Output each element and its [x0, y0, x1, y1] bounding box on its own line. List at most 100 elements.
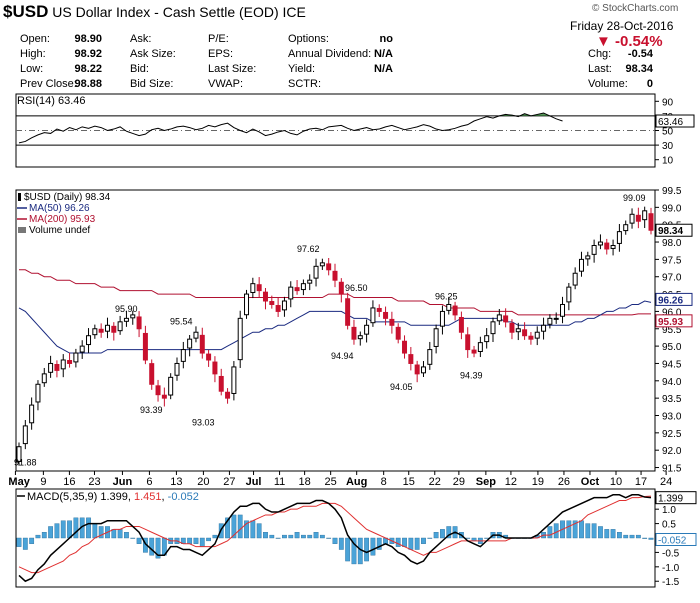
price-tick-label: 98.0	[662, 238, 682, 249]
price-tick-label: 94.0	[662, 377, 682, 388]
macd-hist-bar	[275, 537, 281, 539]
price-annotation: 97.62	[297, 244, 320, 254]
candle-body	[534, 331, 540, 339]
macd-hist-bar	[301, 534, 306, 539]
stat-label: Bid:	[130, 63, 149, 75]
macd-hist-bar	[421, 537, 426, 544]
stat-value: 98.22	[74, 63, 102, 75]
date-tick-label: 12	[505, 476, 517, 488]
macd-hist-bar	[263, 532, 268, 539]
price-tick-label: 99.5	[662, 186, 682, 197]
macd-hist-bar	[332, 537, 338, 544]
macd-hist-bar	[408, 537, 414, 550]
macd-signal-line	[18, 495, 652, 574]
macd-hist-bar	[351, 537, 357, 565]
candle-body	[623, 224, 629, 232]
date-tick-label: 11	[274, 476, 285, 488]
macd-hist-bar	[187, 537, 193, 544]
price-tick-label: 92.0	[662, 446, 682, 457]
candle-body	[48, 362, 54, 373]
candle-body	[484, 335, 490, 343]
candle-body	[345, 298, 351, 326]
stat-value: 98.90	[74, 33, 102, 45]
candle-body	[313, 265, 319, 279]
macd-legend-part: 1.399,	[100, 491, 134, 503]
macd-hist-bar	[427, 537, 433, 539]
date-axis: May 9 16 23 Jun 6 13 20 27 Jul 11 18 25 Aug 8 15 22 29 Sep…	[8, 471, 672, 488]
candle-body	[490, 321, 496, 335]
candle-body	[610, 245, 616, 249]
date-tick-label: 16	[63, 476, 75, 488]
macd-legend-part: ,	[162, 491, 168, 503]
date-tick-label: Oct	[581, 476, 600, 488]
candle-body	[465, 334, 471, 351]
date-tick-label: 19	[532, 476, 544, 488]
price-annotation: 94.05	[390, 382, 413, 392]
price-annotation: 96.25	[435, 292, 458, 302]
date-tick-label: 23	[88, 476, 100, 488]
macd-hist-bar	[648, 537, 654, 540]
price-legend-entry: MA(200) 95.93	[29, 214, 96, 225]
macd-legend-part: MACD(5,35,9)	[27, 491, 100, 503]
date-tick-label: 26	[558, 476, 570, 488]
candle-body	[648, 213, 654, 231]
down-arrow-icon: ▼	[596, 33, 611, 50]
macd-hist-bar	[149, 537, 155, 556]
candle-body	[338, 281, 344, 295]
stat-value: 98.34	[625, 63, 653, 75]
candle-body	[427, 349, 433, 365]
candle-body	[117, 321, 123, 332]
macd-hist-bar	[41, 532, 47, 539]
price-annotation: 93.39	[140, 405, 163, 415]
candle-body	[591, 245, 597, 255]
macd-hist-bar	[395, 537, 401, 547]
candle-body	[383, 311, 389, 319]
macd-hist-bar	[414, 537, 420, 550]
candle-body	[560, 303, 566, 317]
candle-body	[60, 359, 66, 370]
candle-body	[256, 284, 262, 292]
stat-value: 98.92	[74, 48, 102, 60]
stat-value: 98.88	[74, 78, 102, 90]
price-tick-label: 95.0	[662, 342, 682, 353]
macd-hist-bar	[585, 523, 591, 539]
stat-label: Options:	[288, 33, 329, 45]
candle-body	[41, 373, 47, 384]
macd-hist-bar	[288, 534, 294, 539]
price-legend-entry: MA(50) 96.26	[29, 203, 90, 214]
macd-hist-bar	[591, 523, 597, 539]
price-last-label: 96.26	[658, 295, 683, 306]
price-tick-label: 93.5	[662, 394, 682, 405]
stat-label: Chg:	[588, 48, 612, 60]
price-last-box	[655, 292, 693, 306]
candle-body	[136, 316, 142, 330]
macd-hist-bar	[136, 537, 142, 544]
candle-body	[597, 241, 603, 246]
macd-hist-bar	[547, 526, 553, 539]
candle-body	[262, 291, 268, 302]
macd-hist-bar	[446, 526, 452, 539]
macd-hist-bar	[206, 537, 211, 542]
candle-body	[585, 255, 591, 260]
candle-body	[149, 363, 155, 385]
candle-body	[86, 335, 92, 346]
macd-hist-bar	[155, 537, 161, 559]
candle-body	[123, 317, 129, 322]
candle-body	[206, 353, 212, 361]
date-tick-label: Sep	[476, 476, 496, 488]
macd-hist-bar	[623, 534, 629, 539]
candle-body	[408, 354, 414, 364]
date-tick-label: 29	[453, 476, 465, 488]
stat-label: Annual Dividend:	[288, 48, 372, 60]
price-tick-label: 99.0	[662, 203, 682, 214]
candle-body	[79, 345, 85, 353]
rsi-last-label: 63.46	[658, 117, 683, 128]
candle-body	[29, 404, 35, 424]
candle-body	[319, 262, 325, 267]
macd-hist-bar	[617, 532, 622, 539]
macd-hist-bar	[256, 523, 262, 539]
candle-body	[351, 326, 357, 340]
candle-body	[161, 394, 167, 399]
candle-body	[155, 385, 161, 396]
candle-body	[218, 375, 224, 392]
